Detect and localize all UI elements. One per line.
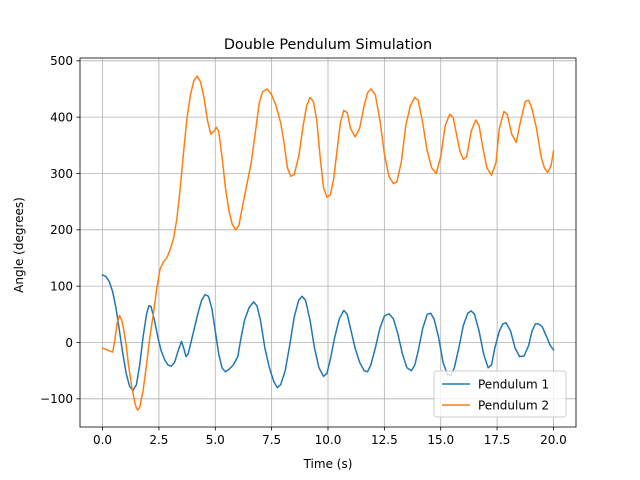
x-tick-label: 0.0 <box>93 433 112 447</box>
legend: Pendulum 1 Pendulum 2 <box>433 370 567 418</box>
x-tick-label: 2.5 <box>149 433 168 447</box>
x-tick-label: 7.5 <box>262 433 281 447</box>
chart-title: Double Pendulum Simulation <box>224 37 432 53</box>
series-line-1 <box>101 273 555 392</box>
y-tick-label: 400 <box>50 110 73 124</box>
y-tick-label: 0 <box>65 336 73 350</box>
legend-label-2: Pendulum 2 <box>478 398 549 412</box>
y-tick-label: −100 <box>40 392 73 406</box>
series-line-2 <box>101 75 555 411</box>
x-tick-label: 20.0 <box>540 433 567 447</box>
y-tick-label: 500 <box>50 54 73 68</box>
legend-label-1: Pendulum 1 <box>478 377 549 391</box>
x-axis-label: Time (s) <box>303 457 353 471</box>
y-tick-label: 100 <box>50 279 73 293</box>
x-tick-label: 17.5 <box>484 433 511 447</box>
x-tick-label: 15.0 <box>427 433 454 447</box>
y-tick-label: 300 <box>50 167 73 181</box>
x-tick-label: 12.5 <box>371 433 398 447</box>
series-lines <box>101 75 555 411</box>
x-tick-label: 10.0 <box>315 433 342 447</box>
y-tick-label: 200 <box>50 223 73 237</box>
ticks: 0.0 2.5 5.0 7.5 10.0 12.5 15.0 17.5 20.0 −100 0 100… <box>40 54 567 447</box>
x-tick-label: 5.0 <box>206 433 225 447</box>
y-axis-label: Angle (degrees) <box>12 197 26 293</box>
